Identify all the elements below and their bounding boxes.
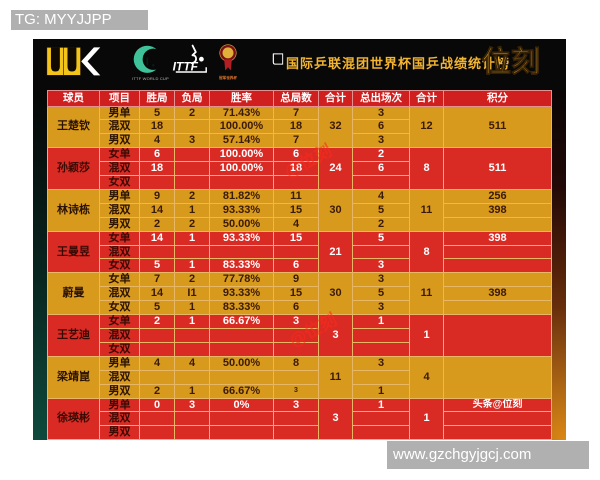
- svg-text:位刻: 位刻: [482, 44, 540, 78]
